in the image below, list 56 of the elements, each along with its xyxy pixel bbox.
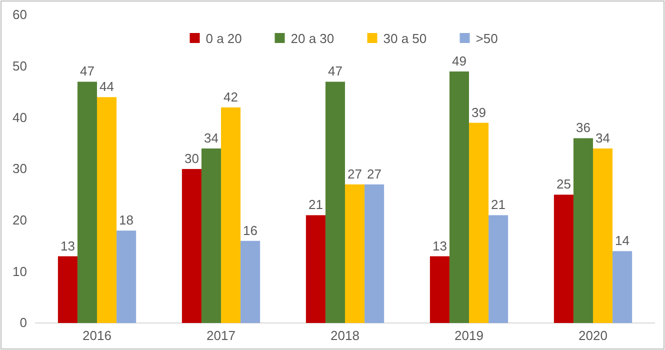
bar xyxy=(325,82,345,323)
y-tick-label: 0 xyxy=(20,315,27,330)
data-label: 36 xyxy=(576,120,590,136)
bar xyxy=(58,256,78,323)
data-label: 27 xyxy=(348,166,362,182)
data-label: 47 xyxy=(328,64,342,79)
bar xyxy=(201,148,221,323)
bar xyxy=(116,230,136,323)
x-tick-label: 2019 xyxy=(454,328,484,344)
bar xyxy=(182,169,202,323)
x-tick-label: 2016 xyxy=(82,328,112,344)
y-tick-label: 60 xyxy=(12,7,27,22)
x-tick-label: 2017 xyxy=(206,328,236,344)
data-label: 14 xyxy=(615,233,630,248)
y-tick-label: 50 xyxy=(12,58,27,74)
bar xyxy=(612,251,632,323)
y-tick-label: 10 xyxy=(12,264,27,279)
data-label: 34 xyxy=(204,130,218,146)
data-label: 39 xyxy=(472,104,486,120)
y-tick-label: 30 xyxy=(12,161,27,176)
data-label: 13 xyxy=(432,238,447,254)
bar xyxy=(488,215,508,323)
data-label: 13 xyxy=(60,238,75,254)
data-label: 18 xyxy=(119,212,134,228)
data-label: 25 xyxy=(556,176,571,192)
y-tick-label: 20 xyxy=(12,212,27,228)
legend-label: 0 a 20 xyxy=(206,31,242,46)
bar xyxy=(364,184,384,323)
bar xyxy=(77,82,97,323)
x-tick-label: 2018 xyxy=(330,328,360,344)
data-label: 42 xyxy=(224,89,238,104)
data-label: 27 xyxy=(367,166,382,182)
bar xyxy=(430,256,450,323)
data-label: 47 xyxy=(80,64,94,79)
y-tick-label: 40 xyxy=(12,110,27,125)
data-label: 44 xyxy=(100,79,114,94)
bar xyxy=(221,107,241,323)
bar xyxy=(469,122,489,323)
bar xyxy=(593,148,613,323)
data-label: 49 xyxy=(452,53,466,68)
bar xyxy=(449,71,469,323)
legend-label: 20 a 30 xyxy=(290,31,334,46)
data-label: 21 xyxy=(308,197,323,212)
data-label: 16 xyxy=(243,222,258,238)
bar xyxy=(97,97,117,323)
x-tick-label: 2020 xyxy=(578,328,608,344)
bar xyxy=(240,240,260,323)
bar xyxy=(573,138,593,323)
bar xyxy=(306,215,326,323)
legend-label: 30 a 50 xyxy=(383,31,427,46)
data-label: 34 xyxy=(596,130,610,146)
data-label: 21 xyxy=(491,197,506,212)
legend-label: >50 xyxy=(476,31,498,46)
data-label: 30 xyxy=(184,151,199,166)
bar xyxy=(554,194,574,323)
bar xyxy=(345,184,365,323)
